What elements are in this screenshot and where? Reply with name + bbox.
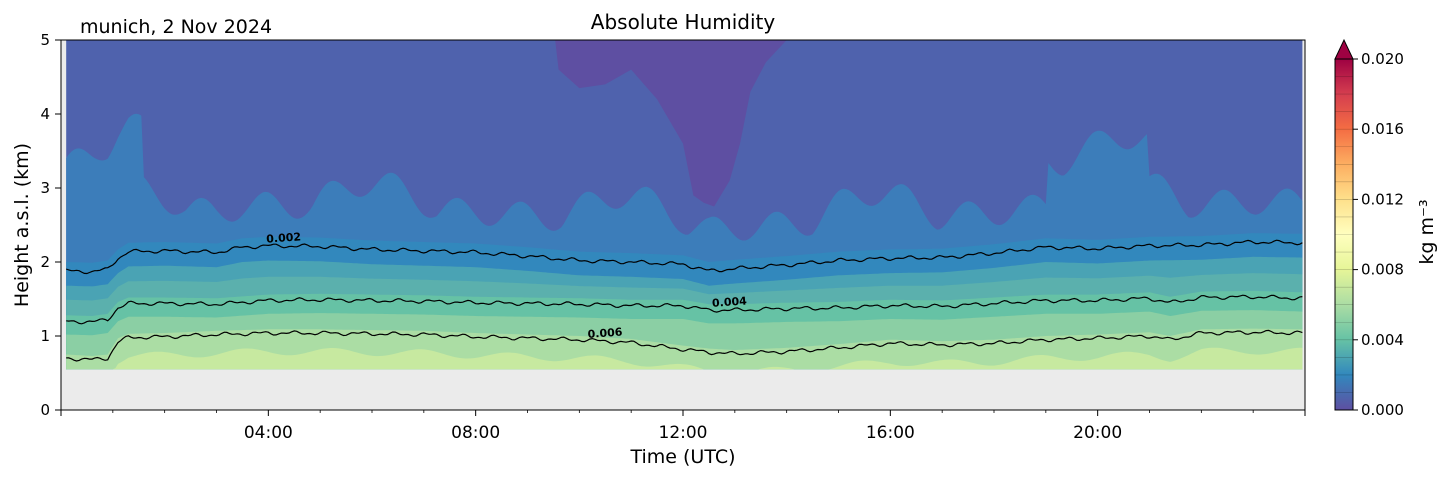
y-tick-label: 4 — [40, 105, 50, 123]
contour-labels: 0.002 0.004 0.006 — [266, 230, 748, 341]
colorbar-tick-label: 0.000 — [1361, 401, 1404, 419]
x-tick-label: 12:00 — [659, 423, 708, 443]
colorbar-tick-label: 0.008 — [1361, 261, 1404, 279]
y-tick-label: 5 — [40, 31, 50, 49]
colorbar-extend-arrow — [1334, 38, 1354, 60]
contour-label: 0.004 — [712, 294, 748, 309]
contour-lines — [66, 239, 1303, 362]
contour-label: 0.006 — [587, 326, 623, 341]
colorbar-tick-label: 0.016 — [1361, 120, 1404, 138]
x-axis: 04:00 08:00 12:00 16:00 20:00 — [60, 410, 1306, 443]
humidity-band — [66, 347, 1303, 370]
humidity-fill-layers — [66, 25, 1303, 370]
y-tick-label: 3 — [40, 179, 50, 197]
contour-line-0.004 — [66, 294, 1303, 325]
colorbar-tick-label: 0.004 — [1361, 331, 1404, 349]
dry-patch — [450, 25, 548, 40]
x-axis-label: Time (UTC) — [629, 446, 735, 468]
contour-line-0.002 — [66, 239, 1303, 275]
colorbar-label: kg m⁻³ — [1416, 199, 1438, 264]
y-axis-label: Height a.s.l. (km) — [11, 143, 33, 307]
y-tick-label: 2 — [40, 253, 50, 271]
location-date-label: munich, 2 Nov 2024 — [80, 16, 272, 38]
x-tick-label: 20:00 — [1073, 423, 1122, 443]
x-tick-label: 16:00 — [866, 423, 915, 443]
x-tick-label: 04:00 — [244, 423, 293, 443]
contour-label: 0.002 — [266, 230, 302, 245]
contour-line-0.006 — [66, 329, 1303, 362]
colorbar-tick-label: 0.012 — [1361, 190, 1404, 208]
dry-air-intrusion — [555, 40, 787, 207]
chart-title: Absolute Humidity — [591, 10, 776, 34]
y-tick-label: 1 — [40, 327, 50, 345]
dry-patch — [916, 25, 1020, 36]
y-axis: 0 1 2 3 4 5 — [40, 31, 61, 419]
colorbar-tick-label: 0.020 — [1361, 50, 1404, 68]
x-tick-label: 08:00 — [451, 423, 500, 443]
colorbar: 0.000 0.004 0.008 0.012 0.016 0.020 kg m⁻³ — [1334, 38, 1438, 419]
y-tick-label: 0 — [40, 401, 50, 419]
